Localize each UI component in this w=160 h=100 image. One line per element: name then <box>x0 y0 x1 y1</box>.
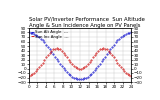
Legend: Sun Alt Angle  ---, Sun Inc Angle  ---: Sun Alt Angle ---, Sun Inc Angle --- <box>31 30 69 39</box>
Text: Solar PV/Inverter Performance  Sun Altitude Angle & Sun Incidence Angle on PV Pa: Solar PV/Inverter Performance Sun Altitu… <box>29 17 145 28</box>
